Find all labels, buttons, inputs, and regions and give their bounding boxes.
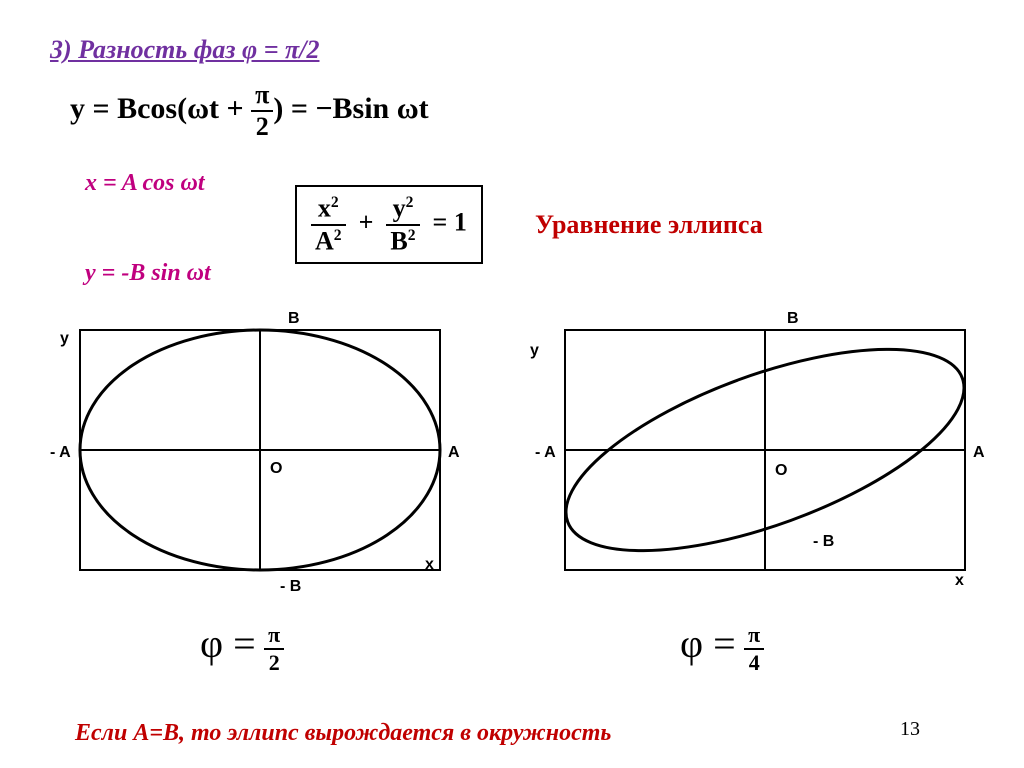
section-heading: 3) Разность фаз φ = π/2 [50, 35, 319, 65]
phi-equation-pi-2: φ = π2 [200, 620, 284, 674]
lissajous-graph-pi-2: B- BA- AOxy [50, 310, 470, 580]
axis-label-negB: - B [280, 578, 301, 596]
ellipse-equation-label: Уравнение эллипса [535, 210, 763, 240]
ellipse-equation-frame: x2A2 + y2B2 = 1 [295, 185, 483, 264]
axis-label-B: B [787, 310, 799, 328]
axis-label-B: B [288, 310, 300, 328]
param-x-equation: x = A cos ωt [85, 170, 204, 197]
axis-label-A: A [973, 444, 985, 462]
footer-note: Если А=В, то эллипс вырождается в окружн… [75, 720, 611, 747]
param-y-equation: y = -B sin ωt [85, 260, 211, 287]
axis-label-negA: - A [50, 444, 71, 462]
graph2-svg [535, 310, 975, 580]
main-equation: y = Bcos(ωt + π2) = −Bsin ωt [70, 82, 429, 140]
axis-label-negA: - A [535, 444, 556, 462]
axis-label-O: O [775, 462, 787, 480]
axis-label-x: x [955, 572, 964, 590]
axis-label-y: y [530, 342, 539, 360]
axis-label-O: O [270, 460, 282, 478]
axis-label-y: y [60, 330, 69, 348]
page-number: 13 [900, 718, 920, 741]
phi-equation-pi-4: φ = π4 [680, 620, 764, 674]
axis-label-negB: - B [813, 533, 834, 551]
graph1-svg [50, 310, 470, 580]
axis-label-x: x [425, 556, 434, 574]
axis-label-A: A [448, 444, 460, 462]
lissajous-graph-pi-4: B- BA- AOxy [535, 310, 975, 580]
